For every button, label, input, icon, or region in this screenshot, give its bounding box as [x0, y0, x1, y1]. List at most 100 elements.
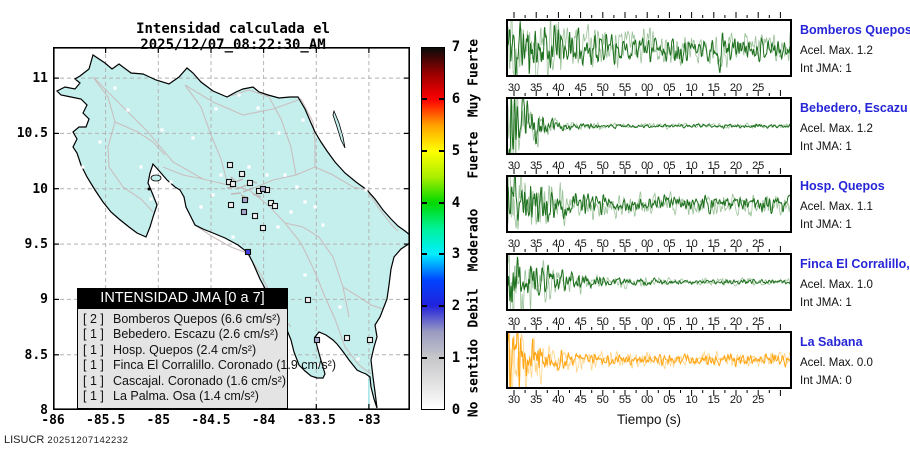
time-tick-label: 30 [507, 160, 521, 172]
colorbar-tick [439, 305, 444, 308]
time-tick-label: 20 [729, 394, 743, 406]
acel-max-label: Acel. Max. 1.0 [800, 279, 873, 291]
colorbar-tick-label: 2 [451, 298, 461, 315]
colorbar-tick [439, 357, 444, 360]
time-tick-label: 10 [685, 394, 698, 406]
time-tick-label: 05 [663, 394, 676, 406]
jma-legend-header: INTENSIDAD JMA [0 a 7] [77, 288, 288, 309]
acel-max-label: Acel. Max. 1.1 [800, 201, 873, 213]
colorbar-tick [422, 253, 427, 256]
legend-intensity-bracket: [ 2 ] [83, 312, 104, 326]
waveform-trace [508, 333, 790, 387]
watermark-timestamp: 20251207142232 [47, 435, 129, 446]
time-tick-label: 15 [707, 316, 720, 328]
y-axis-tick-label: 8.5 [24, 347, 48, 363]
legend-station-label: Finca El Corralillo. Coronado (1.9 cm/s²… [113, 358, 336, 373]
x-axis-tick-label: -85.5 [86, 413, 126, 428]
costa-rica-map [53, 47, 410, 410]
waveform-trace [508, 255, 790, 309]
time-tick-label: 45 [574, 238, 587, 250]
int-jma-label: Int JMA: 1 [800, 297, 852, 309]
panel-ticks [513, 246, 781, 252]
panel-ticks [513, 168, 781, 174]
time-tick-label: 20 [729, 238, 743, 250]
y-axis-tick-label: 9.5 [24, 237, 48, 253]
station-name-label: Finca El Corralillo, Coro [800, 257, 910, 271]
watermark: LISUCR 20251207142232 [4, 434, 128, 446]
waveform-trace [508, 256, 790, 303]
legend-station-row: [ 1 ] La Palma. Osa (1.4 cm/s²) [78, 389, 287, 404]
y-axis-tick-label: 10.5 [16, 126, 48, 142]
panel-frame [506, 253, 792, 311]
int-jma-label: Int JMA: 1 [800, 141, 852, 153]
intensity-colorbar [421, 47, 445, 410]
colorbar-tick [439, 149, 444, 152]
y-axis-tick-label: 8 [40, 403, 48, 418]
time-tick-label: 35 [530, 160, 543, 172]
time-tick-label: 10 [685, 82, 698, 94]
int-jma-label: Int JMA: 0 [800, 375, 852, 387]
seismogram-panel [506, 324, 792, 396]
watermark-agency: LISUCR [4, 434, 45, 446]
time-tick-label: 55 [618, 238, 632, 250]
colorbar-tick [422, 97, 427, 100]
legend-station-label: La Palma. Osa (1.4 cm/s²) [113, 388, 259, 403]
panel-frame [506, 19, 792, 77]
time-axis-title: Tiempo (s) [616, 412, 681, 427]
jma-legend-body: [ 2 ] Bomberos Quepos (6.6 cm/s²) [ 1 ] Beb… [77, 309, 336, 410]
time-tick-label: 40 [552, 394, 565, 406]
legend-station-row: [ 1 ] Hosp. Quepos (2.4 cm/s²) [78, 343, 287, 358]
time-tick-label: 20 [729, 160, 743, 172]
colorbar-tick [439, 97, 444, 100]
time-tick-label: 15 [707, 238, 720, 250]
colorbar-tick-label: 5 [451, 142, 461, 159]
time-tick-label: 45 [574, 316, 587, 328]
time-tick-label: 40 [552, 238, 565, 250]
time-tick-label: 30 [507, 82, 521, 94]
time-tick-label: 50 [596, 316, 609, 328]
panel-ticks [513, 12, 781, 18]
time-tick-label: 10 [685, 316, 698, 328]
time-tick-label: 45 [574, 82, 587, 94]
time-tick-label: 45 [574, 394, 587, 406]
waveform-trace [508, 21, 790, 75]
legend-station-row: [ 1 ] Finca El Corralillo. Coronado (1.9 … [78, 358, 336, 373]
panel-frame [506, 331, 792, 389]
time-tick-label: 00 [641, 316, 654, 328]
time-tick-label: 00 [641, 394, 654, 406]
legend-station-label: Cascajal. Coronado (1.6 cm/s²) [113, 373, 286, 388]
waveform-trace [508, 21, 790, 75]
time-tick-label: 35 [530, 394, 543, 406]
time-tick-label: 55 [618, 394, 632, 406]
coastline [55, 54, 410, 409]
panel-frame [506, 97, 792, 155]
time-tick-label: 05 [663, 238, 676, 250]
colorbar-tick [422, 201, 427, 204]
jma-legend: INTENSIDAD JMA [0 a 7] [ 2 ] Bomberos Que… [77, 288, 336, 410]
time-tick-label: 40 [552, 160, 565, 172]
panel-ticks [513, 90, 781, 96]
x-axis-tick-label: -84.5 [191, 413, 231, 428]
station-name-label: Hosp. Quepos [800, 179, 885, 193]
time-tick-label: 15 [707, 82, 720, 94]
time-tick-label: 05 [663, 82, 676, 94]
legend-intensity-bracket: [ 1 ] [83, 358, 104, 373]
colorbar-tick-label: 7 [451, 39, 461, 55]
map-title: Intensidad calculada el 2025/12/07_08:22… [136, 21, 330, 53]
legend-station-row: [ 1 ] Cascajal. Coronado (1.6 cm/s²) [78, 374, 287, 389]
time-tick-label: 55 [618, 160, 632, 172]
seismogram-panel [506, 90, 792, 155]
colorbar-tick-label: 0 [451, 402, 461, 418]
time-tick-label: 40 [552, 316, 565, 328]
time-tick-label: 30 [507, 394, 521, 406]
panel-ticks [513, 324, 781, 396]
acel-max-label: Acel. Max. 1.2 [800, 45, 873, 57]
acel-max-label: Acel. Max. 0.0 [800, 357, 873, 369]
x-axis-tick-label: -85 [146, 413, 171, 428]
station-name-label: La Sabana [800, 335, 863, 349]
waveform-trace [508, 99, 790, 153]
legend-intensity-bracket: [ 1 ] [83, 373, 104, 388]
time-tick-label: 15 [707, 160, 720, 172]
